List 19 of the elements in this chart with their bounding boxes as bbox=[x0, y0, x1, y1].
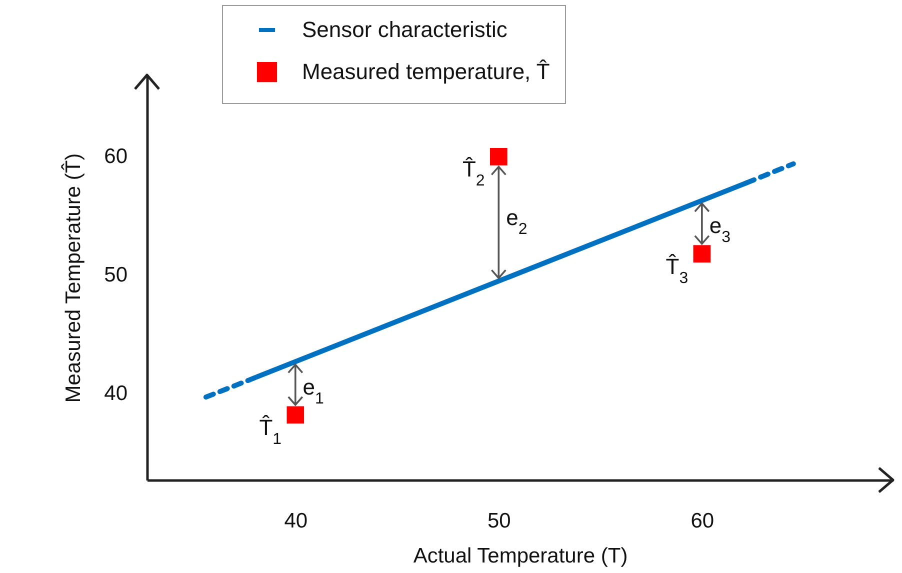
y-tick-label: 50 bbox=[104, 264, 128, 287]
annotation: e$_{2}$ bbox=[506, 204, 528, 238]
point bbox=[286, 406, 304, 424]
annotation: T̂$_{2}$ bbox=[462, 156, 485, 190]
annotation: e$_{1}$ bbox=[302, 374, 324, 407]
x-tick-label: 50 bbox=[487, 510, 511, 532]
x-tick-label: 60 bbox=[690, 510, 714, 532]
x-axis-title: Actual Temperature (T) bbox=[413, 544, 628, 568]
y-axis-title: Measured Temperature (T̂) bbox=[60, 153, 86, 403]
x-tick-label: 40 bbox=[284, 510, 308, 532]
y-tick-label: 60 bbox=[104, 145, 128, 168]
annotation: T̂$_{3}$ bbox=[666, 253, 688, 286]
point bbox=[693, 245, 711, 262]
point bbox=[490, 148, 508, 166]
legend-label: Measured temperature, T̂ bbox=[302, 58, 550, 84]
legend-label: Sensor characteristic bbox=[302, 17, 508, 42]
annotation: e$_{3}$ bbox=[709, 213, 731, 246]
y-tick-label: 40 bbox=[104, 382, 128, 406]
annotation: T̂$_{1}$ bbox=[259, 414, 282, 448]
